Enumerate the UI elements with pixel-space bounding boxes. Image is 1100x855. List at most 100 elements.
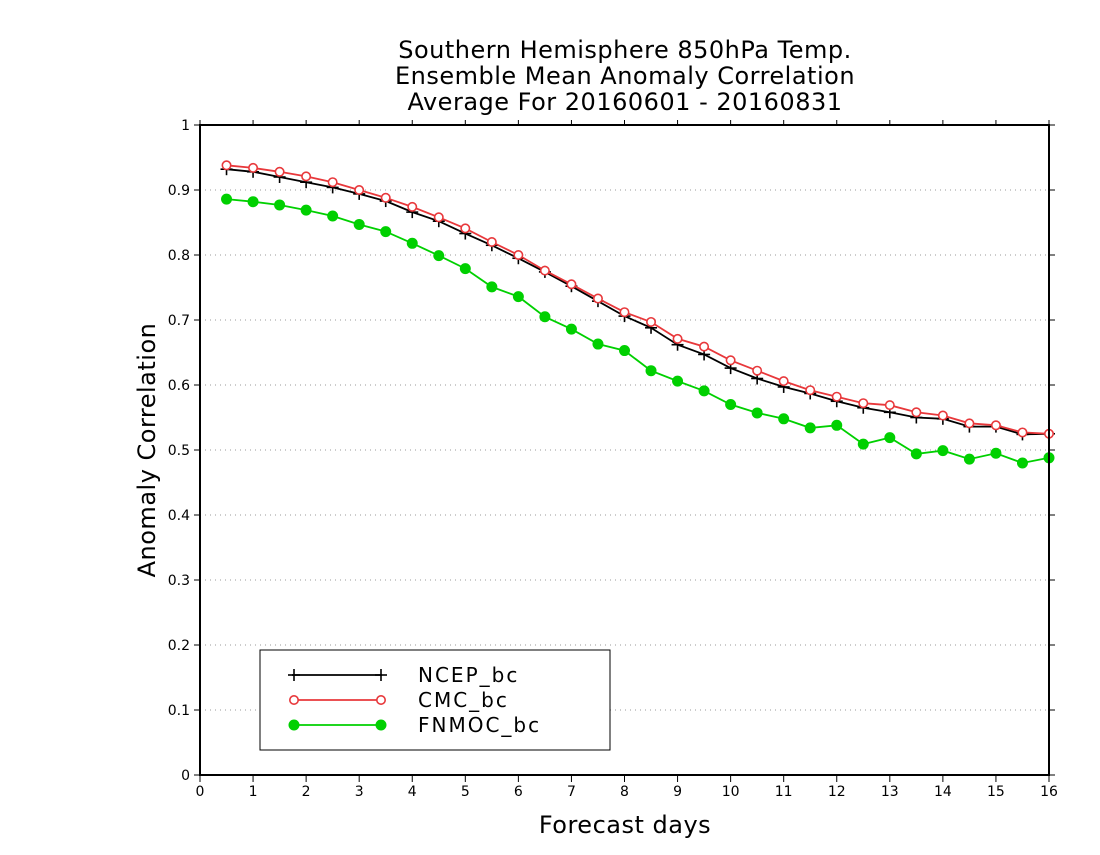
legend-marker-start-fnmoc-bc <box>288 719 300 731</box>
point-fnmoc-bc-7 <box>406 237 418 249</box>
x-axis-ticks: 0 1 2 3 4 5 6 7 8 9 10 11 12 13 14 15 16 <box>196 120 1058 800</box>
point-cmc-bc-1 <box>248 162 259 173</box>
x-tick-label-10: 10 <box>722 784 740 800</box>
point-cmc-bc-13 <box>566 279 577 290</box>
point-cmc-bc-27 <box>937 410 948 421</box>
point-fnmoc-bc-3 <box>300 204 312 216</box>
series-line-cmc-bc <box>226 164 1050 435</box>
x-tick-label-6: 6 <box>514 784 523 800</box>
legend-marker-end-fnmoc-bc <box>375 719 387 731</box>
y-tick-label-0.9: 0.9 <box>168 183 190 199</box>
point-cmc-bc-4 <box>327 177 338 188</box>
legend-label-cmc-bc: CMC_bc <box>418 688 509 712</box>
title-line-2: Ensemble Mean Anomaly Correlation <box>395 62 855 90</box>
point-cmc-bc-10 <box>486 237 497 248</box>
series-line-fnmoc-bc <box>226 198 1050 464</box>
title-line-1: Southern Hemisphere 850hPa Temp. <box>398 36 851 64</box>
x-tick-label-9: 9 <box>673 784 682 800</box>
point-fnmoc-bc-6 <box>380 226 392 238</box>
point-cmc-bc-15 <box>619 307 630 318</box>
point-cmc-bc-12 <box>539 265 550 276</box>
point-fnmoc-bc-1 <box>247 196 259 208</box>
y-tick-label-0.1: 0.1 <box>168 703 190 719</box>
x-tick-label-1: 1 <box>249 784 258 800</box>
x-tick-label-8: 8 <box>620 784 629 800</box>
y-tick-label-1: 1 <box>181 118 190 134</box>
point-fnmoc-bc-12 <box>539 311 551 323</box>
point-fnmoc-bc-27 <box>937 445 949 457</box>
point-fnmoc-bc-18 <box>698 385 710 397</box>
y-tick-label-0: 0 <box>181 768 190 784</box>
x-axis-label: Forecast days <box>539 811 711 839</box>
x-tick-label-5: 5 <box>461 784 470 800</box>
point-fnmoc-bc-23 <box>831 419 843 431</box>
x-tick-label-7: 7 <box>567 784 576 800</box>
point-cmc-bc-21 <box>778 376 789 387</box>
y-tick-label-0.8: 0.8 <box>168 248 190 264</box>
x-tick-label-12: 12 <box>828 784 846 800</box>
point-cmc-bc-25 <box>884 400 895 411</box>
point-cmc-bc-0 <box>221 160 232 171</box>
point-cmc-bc-22 <box>805 385 816 396</box>
y-axis-ticks: 0 0.1 0.2 0.3 0.4 0.5 0.6 0.7 0.8 0.9 1 <box>168 118 1055 784</box>
x-tick-label-16: 16 <box>1040 784 1058 800</box>
point-cmc-bc-9 <box>460 223 471 234</box>
point-fnmoc-bc-26 <box>910 448 922 460</box>
point-cmc-bc-24 <box>858 398 869 409</box>
chart-title: Southern Hemisphere 850hPa Temp. Ensembl… <box>395 36 855 116</box>
point-cmc-bc-14 <box>592 293 603 304</box>
point-cmc-bc-16 <box>646 316 657 327</box>
x-tick-label-3: 3 <box>355 784 364 800</box>
point-cmc-bc-17 <box>672 333 683 344</box>
point-cmc-bc-18 <box>699 341 710 352</box>
point-fnmoc-bc-21 <box>778 413 790 425</box>
point-cmc-bc-2 <box>274 166 285 177</box>
series-ncep-bc <box>220 163 1055 441</box>
point-cmc-bc-28 <box>964 418 975 429</box>
point-fnmoc-bc-22 <box>804 422 816 434</box>
y-tick-label-0.7: 0.7 <box>168 313 190 329</box>
point-fnmoc-bc-19 <box>725 399 737 410</box>
point-fnmoc-bc-4 <box>327 210 339 222</box>
legend-label-ncep-bc: NCEP_bc <box>418 663 519 687</box>
title-line-3: Average For 20160601 - 20160831 <box>407 88 842 116</box>
y-tick-label-0.6: 0.6 <box>168 378 190 394</box>
point-fnmoc-bc-13 <box>565 323 577 335</box>
point-fnmoc-bc-2 <box>274 199 286 211</box>
legend-label-fnmoc-bc: FNMOC_bc <box>418 713 541 737</box>
legend-marker-start-cmc-bc <box>288 694 299 705</box>
point-fnmoc-bc-11 <box>512 291 524 303</box>
point-fnmoc-bc-16 <box>645 365 657 377</box>
x-tick-label-2: 2 <box>302 784 311 800</box>
y-tick-label-0.3: 0.3 <box>168 573 190 589</box>
point-fnmoc-bc-15 <box>619 345 630 357</box>
point-cmc-bc-20 <box>752 365 763 376</box>
x-tick-label-4: 4 <box>408 784 417 800</box>
point-fnmoc-bc-30 <box>1016 457 1028 469</box>
point-cmc-bc-30 <box>1017 427 1028 438</box>
point-cmc-bc-7 <box>407 201 418 212</box>
point-cmc-bc-29 <box>990 420 1001 431</box>
x-tick-label-11: 11 <box>775 784 793 800</box>
grid-lines <box>200 189 1049 711</box>
y-tick-label-0.2: 0.2 <box>168 638 190 654</box>
series-cmc-bc <box>221 160 1055 439</box>
x-tick-label-14: 14 <box>934 784 952 800</box>
x-tick-label-13: 13 <box>881 784 899 800</box>
x-tick-label-0: 0 <box>196 784 205 800</box>
point-fnmoc-bc-10 <box>486 281 498 293</box>
point-cmc-bc-23 <box>831 391 842 402</box>
point-cmc-bc-11 <box>513 250 524 261</box>
x-tick-label-15: 15 <box>987 784 1005 800</box>
point-cmc-bc-3 <box>301 171 312 182</box>
series-fnmoc-bc <box>221 193 1055 469</box>
point-fnmoc-bc-5 <box>353 218 365 230</box>
point-fnmoc-bc-0 <box>221 193 233 205</box>
point-fnmoc-bc-8 <box>433 250 445 262</box>
y-tick-label-0.5: 0.5 <box>168 443 190 459</box>
y-tick-label-0.4: 0.4 <box>168 508 190 524</box>
series-lines <box>220 160 1055 469</box>
